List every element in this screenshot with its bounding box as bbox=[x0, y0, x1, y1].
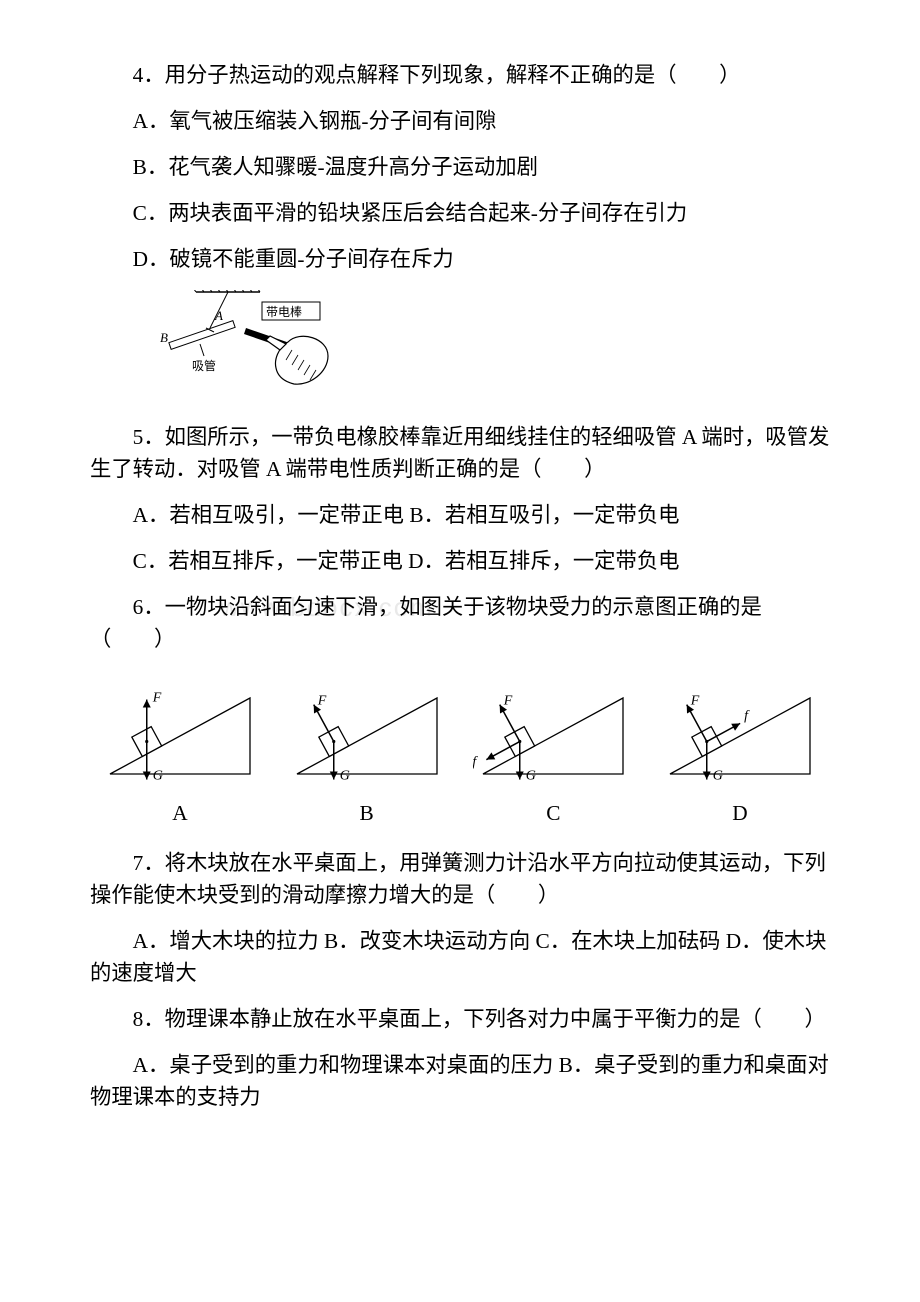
q8-options-ab: A．桌子受到的重力和物理课本对桌面的压力 B．桌子受到的重力和桌面对物理课本的支… bbox=[90, 1050, 830, 1114]
q6-figure-c: G Ff C bbox=[473, 674, 633, 830]
q5-figure: A B 吸管 带电棒 bbox=[160, 290, 830, 408]
svg-text:G: G bbox=[526, 768, 536, 783]
q6-label-b: B bbox=[287, 798, 447, 830]
svg-text:B: B bbox=[160, 330, 168, 345]
q5-options-ab: A．若相互吸引，一定带正电 B．若相互吸引，一定带负电 bbox=[90, 500, 830, 532]
q6-stem: 6．一物块沿斜面匀速下滑，如图关于该物块受力的示意图正确的是（ ） bbox=[90, 592, 830, 656]
svg-text:G: G bbox=[153, 768, 163, 783]
svg-text:F: F bbox=[503, 693, 513, 708]
incline-diagram-c: G Ff bbox=[473, 674, 633, 794]
svg-text:F: F bbox=[316, 693, 326, 708]
svg-text:带电棒: 带电棒 bbox=[266, 305, 302, 319]
q6-label-d: D bbox=[660, 798, 820, 830]
q4-option-a: A．氧气被压缩装入钢瓶-分子间有间隙 bbox=[90, 106, 830, 138]
svg-text:吸管: 吸管 bbox=[192, 358, 216, 373]
svg-text:f: f bbox=[473, 754, 478, 769]
svg-text:F: F bbox=[690, 693, 700, 708]
q5-options-cd: C．若相互排斥，一定带正电 D．若相互排斥，一定带负电 bbox=[90, 546, 830, 578]
incline-diagram-b: GF bbox=[287, 674, 447, 794]
q4-stem: 4．用分子热运动的观点解释下列现象，解释不正确的是（ ） bbox=[90, 60, 830, 92]
q6-label-c: C bbox=[473, 798, 633, 830]
q6-label-a: A bbox=[100, 798, 260, 830]
q4-option-d: D．破镜不能重圆-分子间存在斥力 bbox=[90, 244, 830, 276]
q4-option-c: C．两块表面平滑的铅块紧压后会结合起来-分子间存在引力 bbox=[90, 198, 830, 230]
q6-figure-b: GF B bbox=[287, 674, 447, 830]
incline-diagram-a: GF bbox=[100, 674, 260, 794]
q6-figure-row: GF A GF B GFf C GFf D bbox=[90, 674, 830, 830]
svg-text:f: f bbox=[744, 708, 750, 723]
q6-figure-a: GF A bbox=[100, 674, 260, 830]
svg-text:A: A bbox=[214, 308, 223, 323]
q5-stem: 5．如图所示，一带负电橡胶棒靠近用细线挂住的轻细吸管 A 端时，吸管发生了转动．… bbox=[90, 422, 830, 486]
incline-diagram-d: G Ff bbox=[660, 674, 820, 794]
charged-rod-diagram: A B 吸管 带电棒 bbox=[160, 290, 330, 398]
q4-option-b: B．花气袭人知骤暖-温度升高分子运动加剧 bbox=[90, 152, 830, 184]
svg-text:G: G bbox=[713, 768, 723, 783]
svg-text:G: G bbox=[339, 768, 349, 783]
q6-figure-d: G Ff D bbox=[660, 674, 820, 830]
q8-stem: 8．物理课本静止放在水平桌面上，下列各对力中属于平衡力的是（ ） bbox=[90, 1004, 830, 1036]
svg-text:F: F bbox=[152, 690, 162, 705]
q7-stem: 7．将木块放在水平桌面上，用弹簧测力计沿水平方向拉动使其运动，下列操作能使木块受… bbox=[90, 848, 830, 912]
q7-options: A．增大木块的拉力 B．改变木块运动方向 C．在木块上加砝码 D．使木块的速度增… bbox=[90, 926, 830, 990]
